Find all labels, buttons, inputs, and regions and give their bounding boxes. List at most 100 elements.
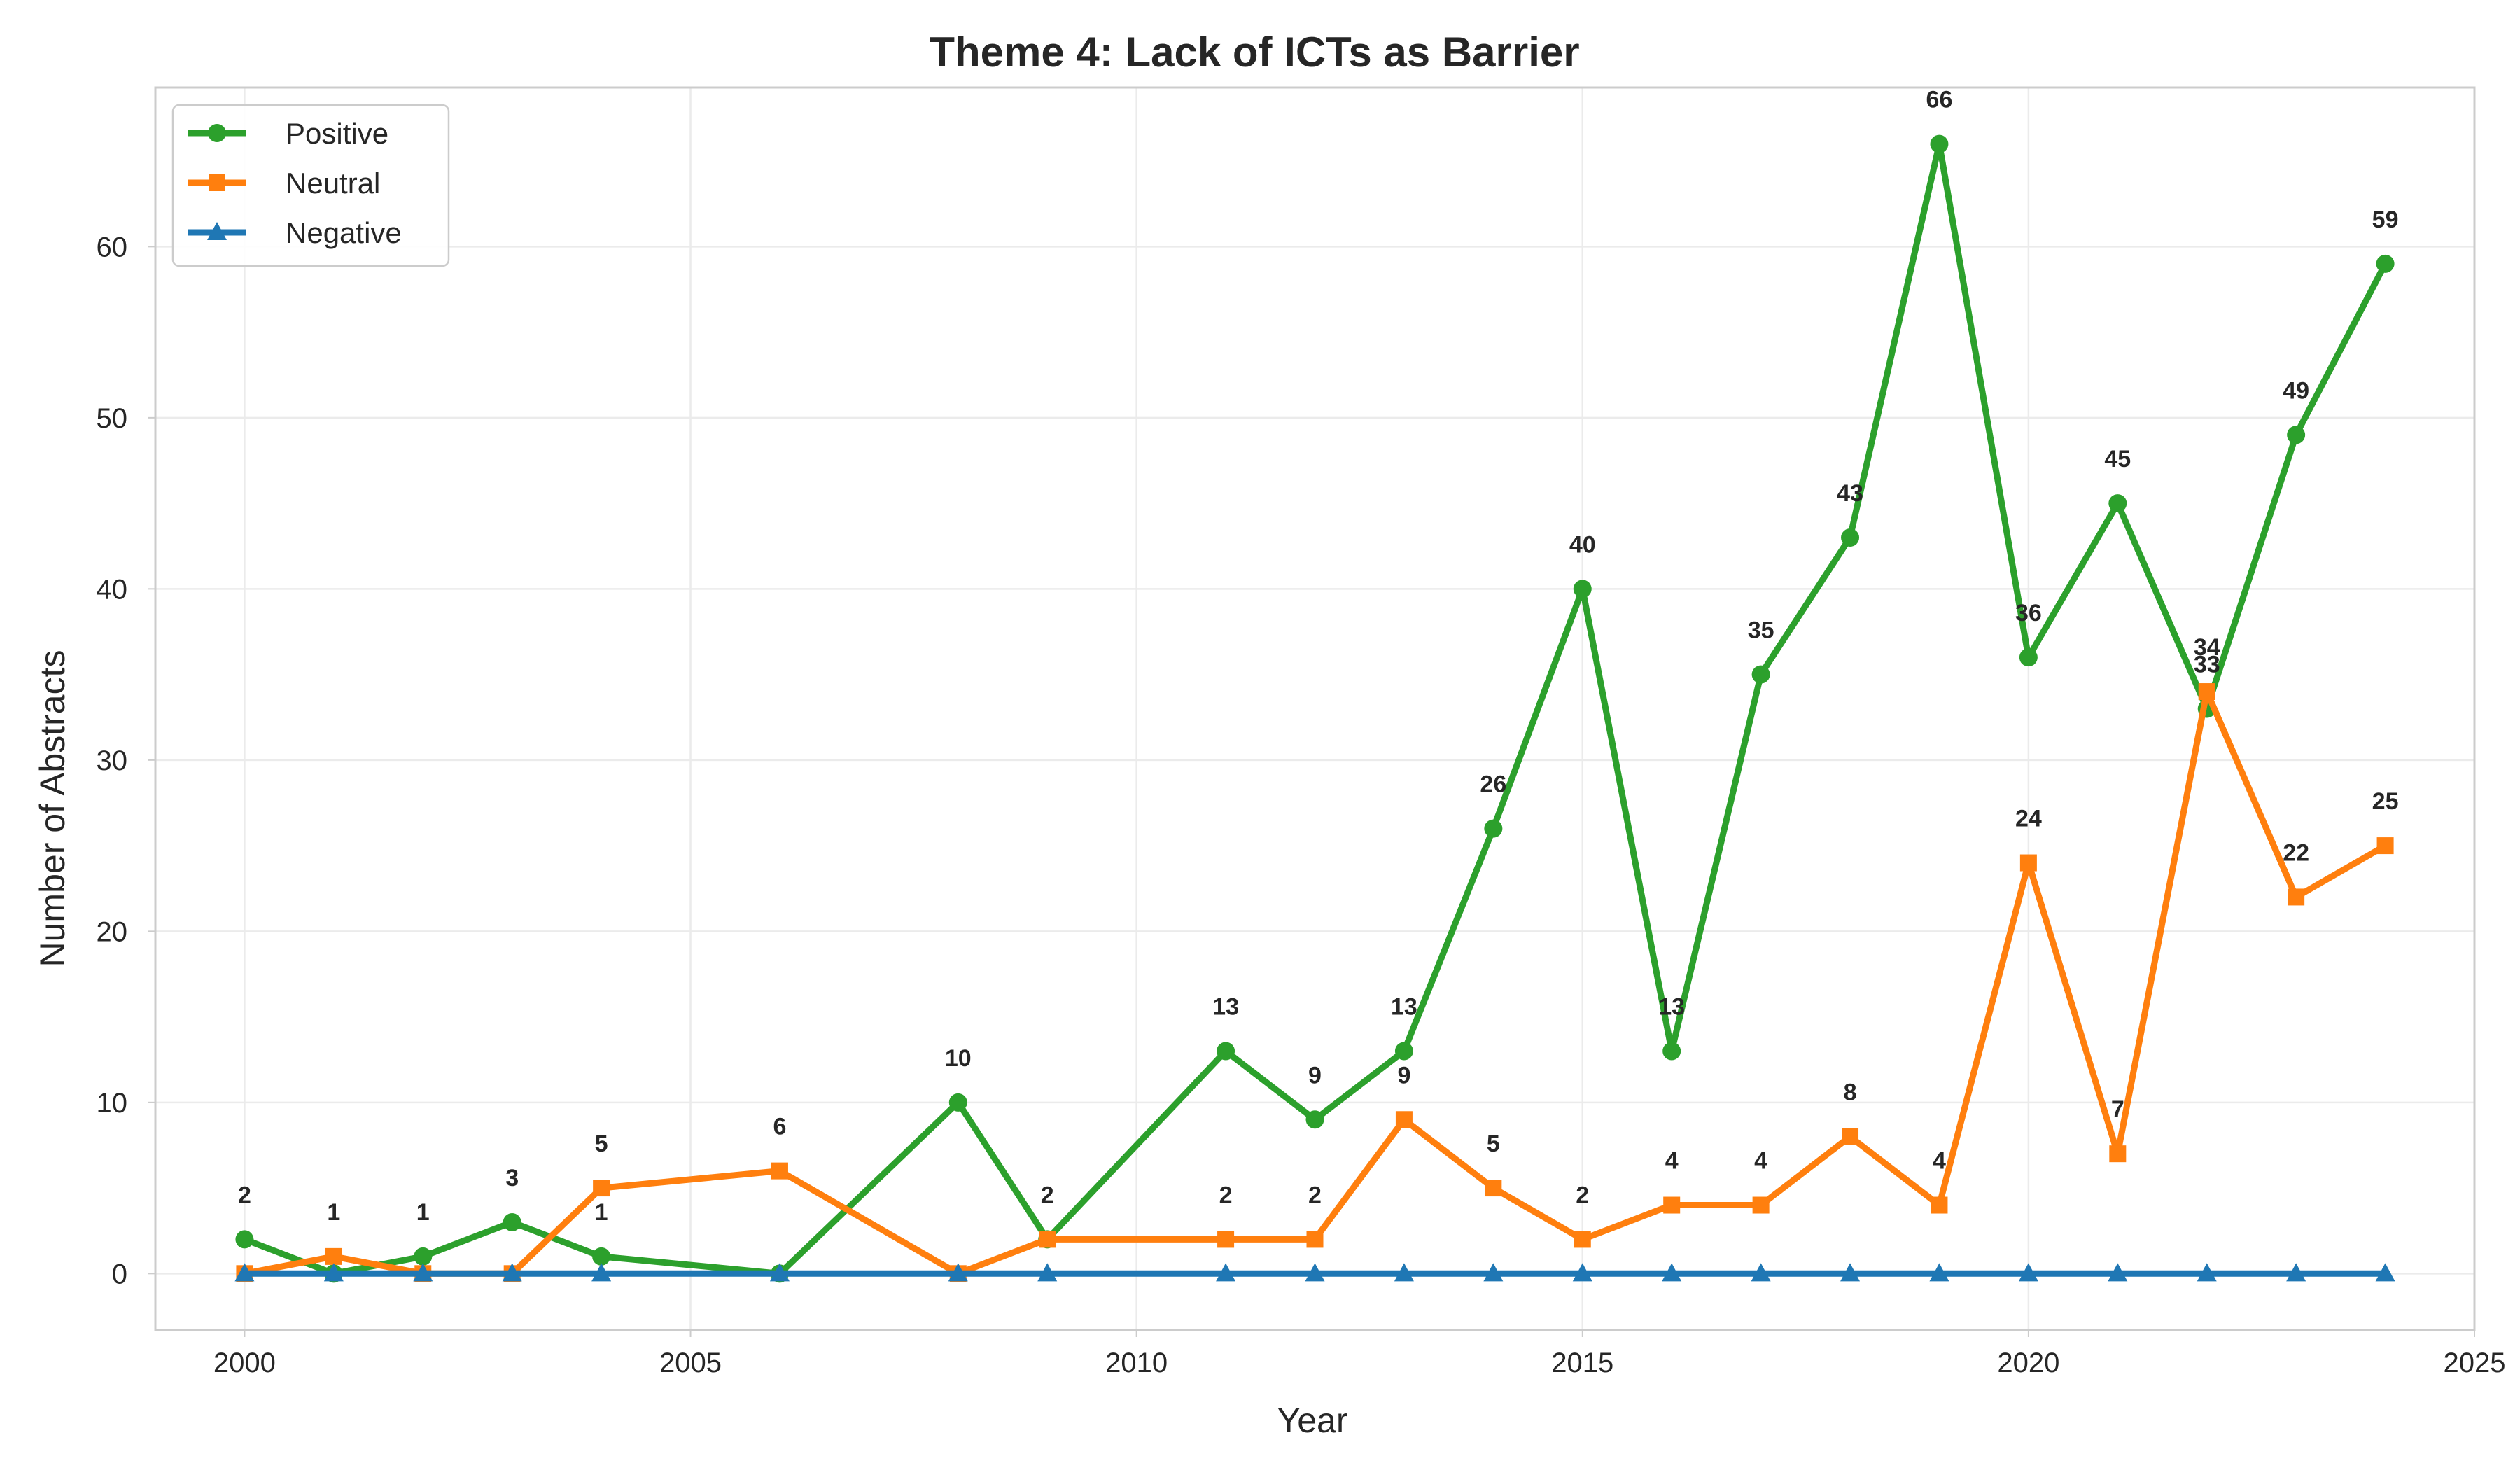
data-point-negative: [1216, 1263, 1236, 1282]
data-label-neutral: 2: [1576, 1182, 1589, 1208]
data-point-positive: [414, 1247, 433, 1266]
data-label-neutral: 4: [1754, 1148, 1768, 1175]
plot-background: [155, 88, 2474, 1330]
data-point-negative: [323, 1263, 344, 1282]
data-point-positive: [2287, 426, 2306, 444]
data-label-neutral: 24: [2015, 806, 2042, 832]
data-label-positive: 35: [1748, 617, 1774, 644]
data-point-negative: [1662, 1263, 1682, 1282]
data-point-neutral: [1842, 1128, 1859, 1145]
data-point-positive: [235, 1230, 254, 1249]
data-label-positive: 59: [2372, 206, 2399, 233]
plot-area: 2000 2005 2010 2015 2020 20250102030405060213…: [97, 86, 2506, 1378]
data-label-neutral: 2: [1219, 1182, 1233, 1208]
data-point-neutral: [771, 1162, 788, 1180]
data-point-negative: [2108, 1263, 2128, 1282]
data-point-neutral: [2019, 854, 2037, 872]
data-point-negative: [592, 1263, 612, 1282]
legend-label-negative: Negative: [286, 216, 402, 249]
data-label-positive: 45: [2104, 446, 2131, 472]
data-point-positive: [2019, 648, 2038, 667]
y-tick-label: 30: [97, 746, 128, 776]
chart-title: Theme 4: Lack of ICTs as Barrier: [929, 29, 1579, 76]
data-point-neutral: [1663, 1196, 1681, 1214]
legend-marker-negative: [207, 222, 227, 240]
series-positive: [235, 134, 2395, 1283]
data-label-positive: 2: [238, 1182, 251, 1208]
data-point-positive: [592, 1247, 611, 1266]
x-tick-label: 2010: [1105, 1348, 1168, 1378]
data-point-positive: [1930, 134, 1949, 153]
y-tick-label: 0: [112, 1259, 127, 1289]
data-point-neutral: [2198, 683, 2216, 701]
y-tick-label: 20: [97, 916, 128, 947]
data-point-negative: [413, 1263, 433, 1282]
data-label-positive: 33: [2194, 652, 2220, 678]
data-point-negative: [1840, 1263, 1861, 1282]
data-label-neutral: 22: [2283, 839, 2309, 866]
legend-label-neutral: Neutral: [286, 167, 380, 200]
legend-label-positive: Positive: [286, 117, 388, 150]
data-point-positive: [1217, 1042, 1236, 1060]
data-point-positive: [1841, 528, 1860, 547]
data-point-negative: [1572, 1263, 1592, 1282]
data-label-neutral: 4: [1665, 1148, 1679, 1175]
data-point-positive: [2108, 494, 2127, 513]
x-tick-label: 2000: [214, 1348, 276, 1378]
data-point-positive: [1662, 1042, 1681, 1060]
plot-frame: [154, 86, 2476, 1331]
data-label-neutral: 1: [327, 1199, 340, 1226]
data-point-negative: [2375, 1263, 2395, 1282]
data-point-negative: [1037, 1263, 1058, 1282]
data-point-neutral: [1752, 1196, 1770, 1214]
data-point-negative: [502, 1263, 522, 1282]
legend-marker-positive: [208, 124, 226, 142]
data-label-positive: 2: [1041, 1182, 1054, 1208]
data-point-neutral: [1217, 1231, 1235, 1248]
data-label-positive: 13: [1658, 993, 1685, 1020]
data-point-negative: [1483, 1263, 1504, 1282]
series-line-neutral: [241, 688, 2389, 1277]
data-label-positive: 1: [595, 1199, 608, 1226]
data-point-negative: [1929, 1263, 1949, 1282]
data-point-neutral: [325, 1247, 342, 1265]
data-point-positive: [503, 1212, 522, 1231]
data-label-positive: 36: [2015, 600, 2042, 626]
data-label-positive: 66: [1926, 87, 1953, 113]
data-label-positive: 49: [2283, 377, 2309, 404]
legend: Positive Neutral Negative: [172, 104, 450, 267]
data-point-negative: [2018, 1263, 2038, 1282]
x-tick-label: 2005: [659, 1348, 722, 1378]
data-point-negative: [2286, 1263, 2306, 1282]
data-label-neutral: 4: [1933, 1148, 1946, 1175]
data-point-neutral: [1039, 1231, 1056, 1248]
data-point-positive: [1751, 665, 1770, 684]
data-point-positive: [948, 1093, 967, 1112]
y-tick-label: 10: [97, 1088, 128, 1119]
data-point-negative: [2197, 1263, 2217, 1282]
data-point-positive: [2376, 254, 2395, 273]
data-label-positive: 10: [945, 1045, 972, 1072]
data-label-neutral: 9: [1397, 1062, 1410, 1088]
x-tick-label: 2025: [2444, 1348, 2506, 1378]
series-negative: [234, 1263, 2395, 1282]
data-label-neutral: 6: [774, 1114, 787, 1140]
data-label-neutral: 5: [1487, 1130, 1500, 1157]
data-point-neutral: [1574, 1231, 1591, 1248]
y-tick-label: 60: [97, 232, 128, 262]
series-line-positive: [241, 141, 2389, 1277]
data-label-positive: 1: [416, 1199, 430, 1226]
data-label-positive: 3: [505, 1165, 519, 1191]
y-tick-label: 40: [97, 574, 128, 605]
data-label-neutral: 2: [1308, 1182, 1322, 1208]
y-tick-label: 50: [97, 403, 128, 434]
data-label-neutral: 34: [2194, 634, 2220, 661]
data-label-positive: 40: [1569, 531, 1596, 558]
data-label-neutral: 25: [2372, 788, 2399, 815]
data-point-positive: [1573, 580, 1592, 598]
data-label-neutral: 8: [1844, 1079, 1857, 1106]
x-tick-label: 2020: [1997, 1348, 2059, 1378]
legend-marker-neutral: [209, 174, 225, 191]
